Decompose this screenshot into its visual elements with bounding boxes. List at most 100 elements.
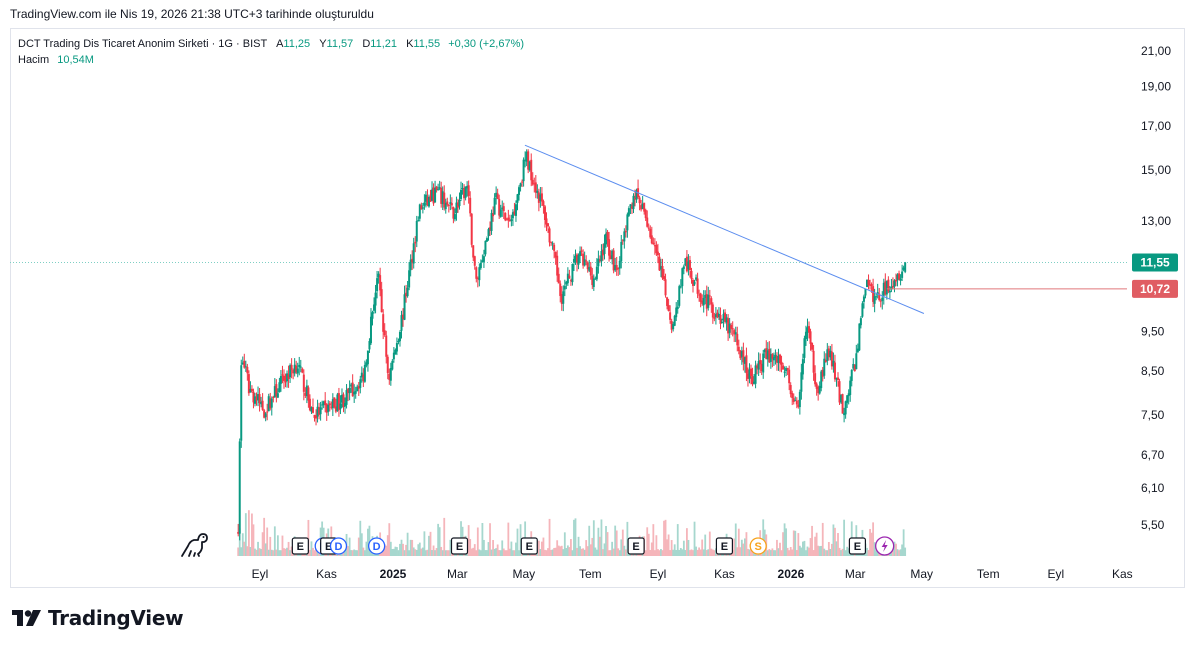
candle-body (490, 212, 493, 231)
candle-body (785, 368, 788, 371)
x-tick-label: Tem (977, 567, 1000, 581)
candle (373, 297, 376, 314)
candle (714, 307, 717, 325)
candle (243, 353, 246, 369)
volume-bar (602, 549, 604, 556)
candle-body (728, 323, 731, 333)
volume-bar (670, 540, 673, 556)
candle (301, 367, 304, 374)
candle-body (479, 262, 482, 268)
candle-body (786, 368, 789, 370)
candle (632, 193, 635, 214)
candle (354, 386, 357, 399)
candle-body (298, 364, 301, 368)
candle (713, 312, 716, 322)
volume-bar (281, 535, 284, 556)
candle-body (811, 342, 814, 350)
candle (762, 349, 765, 379)
candle (417, 216, 420, 222)
candle (353, 384, 356, 403)
volume-bar (447, 550, 450, 556)
candle (478, 263, 481, 287)
volume-bar (904, 547, 907, 556)
volume-bar (617, 548, 620, 556)
candle-body (347, 388, 350, 393)
volume-bar (605, 526, 607, 556)
candle (521, 179, 524, 188)
candle-body (725, 317, 728, 323)
candle-body (574, 255, 577, 261)
volume-bar (682, 540, 685, 556)
volume-bar (655, 535, 658, 556)
candle (504, 212, 507, 222)
volume-bar (748, 549, 751, 556)
volume-bar (383, 544, 386, 556)
candle (376, 270, 379, 299)
x-tick-label: Eyl (650, 567, 667, 581)
candle (461, 182, 464, 195)
candle (771, 353, 774, 368)
candle (666, 296, 669, 310)
candle (898, 270, 901, 281)
candle-body (746, 373, 749, 379)
volume-bar (663, 520, 665, 556)
candle (617, 267, 620, 276)
candle-body (862, 296, 865, 302)
volume-bar (737, 528, 740, 556)
candle (292, 368, 295, 380)
candle-body (453, 214, 456, 220)
volume-bar (766, 550, 769, 556)
candle (308, 394, 311, 412)
candle (754, 360, 757, 389)
candle-body (458, 199, 461, 206)
candle-body (318, 407, 321, 415)
earnings-marker: E (715, 537, 734, 555)
volume-bar (443, 517, 446, 556)
candle-body (411, 258, 414, 263)
candle-body (469, 197, 472, 214)
candle (609, 250, 612, 260)
tradingview-logo[interactable]: TradingView (12, 606, 184, 630)
volume-bar (307, 519, 310, 556)
candle (815, 382, 818, 396)
candle-body (550, 241, 553, 243)
volume-bar (551, 549, 554, 556)
candle-body (470, 213, 473, 245)
volume-bar (675, 549, 678, 556)
candle-body (302, 374, 305, 392)
candle (440, 181, 443, 208)
volume-bar (252, 524, 255, 556)
volume-bar (544, 549, 546, 556)
candle (623, 228, 626, 249)
symbol-line[interactable]: DCT Trading Dis Ticaret Anonim Sirketi ·… (18, 38, 268, 50)
candle (278, 377, 281, 393)
candle-body (243, 360, 246, 368)
candle (559, 280, 562, 303)
candle-body (496, 193, 499, 200)
volume-bar (541, 541, 543, 556)
candle (351, 374, 354, 397)
volume-bar (548, 518, 551, 556)
candle (507, 209, 510, 228)
volume-bar (653, 550, 656, 556)
candle (424, 191, 427, 208)
volume-bar (348, 537, 351, 556)
candle (823, 351, 826, 379)
chart-legend: DCT Trading Dis Ticaret Anonim Sirketi ·… (18, 36, 524, 68)
candle-body (592, 278, 595, 287)
candle-body (475, 267, 478, 279)
candle (551, 241, 554, 250)
candle (672, 321, 675, 332)
volume-label[interactable]: Hacim (18, 54, 50, 66)
candle (682, 264, 685, 275)
volume-bar (350, 550, 353, 556)
candle-body (669, 312, 672, 320)
candle (731, 321, 734, 337)
candle (276, 388, 279, 399)
candle-body (246, 366, 249, 374)
candle-body (879, 300, 882, 302)
volume-bar (744, 538, 746, 556)
volume-bar (591, 537, 594, 556)
x-tick-label: Mar (447, 567, 468, 581)
